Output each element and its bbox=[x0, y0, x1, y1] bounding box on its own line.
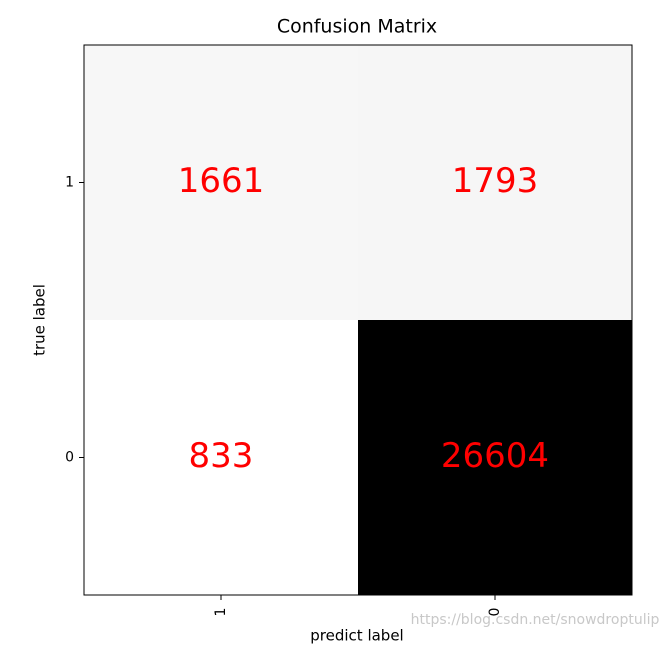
cell bbox=[358, 45, 632, 320]
cell-label: 1793 bbox=[452, 161, 539, 201]
x-axis-label: predict label bbox=[310, 627, 403, 645]
x-tick-label: 0 bbox=[487, 608, 503, 617]
cell-label: 1661 bbox=[178, 161, 265, 201]
chart-title: Confusion Matrix bbox=[277, 16, 437, 38]
cell-label: 833 bbox=[189, 436, 254, 476]
watermark: https://blog.csdn.net/snowdroptulip bbox=[411, 612, 660, 628]
cell bbox=[84, 320, 358, 595]
plot-frame bbox=[83, 44, 633, 596]
cell-label: 26604 bbox=[441, 436, 549, 476]
y-tick-label: 0 bbox=[65, 450, 74, 466]
cell bbox=[358, 320, 632, 595]
y-tick-label: 1 bbox=[65, 175, 74, 191]
y-axis-label: true label bbox=[31, 284, 49, 356]
x-tick-label: 1 bbox=[213, 608, 229, 617]
cell bbox=[84, 45, 358, 320]
